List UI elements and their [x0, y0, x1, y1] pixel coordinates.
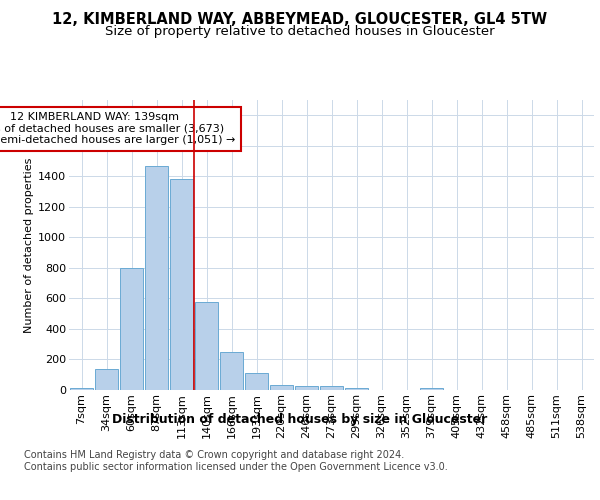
- Text: Size of property relative to detached houses in Gloucester: Size of property relative to detached ho…: [105, 25, 495, 38]
- Bar: [70, 388, 94, 390]
- Text: 12 KIMBERLAND WAY: 139sqm
← 77% of detached houses are smaller (3,673)
22% of se: 12 KIMBERLAND WAY: 139sqm ← 77% of detac…: [0, 112, 236, 146]
- Bar: [419, 388, 443, 390]
- Bar: [119, 268, 143, 390]
- Bar: [220, 352, 244, 390]
- Text: Contains HM Land Registry data © Crown copyright and database right 2024.
Contai: Contains HM Land Registry data © Crown c…: [24, 450, 448, 471]
- Bar: [95, 370, 118, 390]
- Bar: [320, 386, 343, 390]
- Text: 12, KIMBERLAND WAY, ABBEYMEAD, GLOUCESTER, GL4 5TW: 12, KIMBERLAND WAY, ABBEYMEAD, GLOUCESTE…: [52, 12, 548, 28]
- Bar: [269, 384, 293, 390]
- Bar: [145, 166, 169, 390]
- Bar: [295, 386, 319, 390]
- Y-axis label: Number of detached properties: Number of detached properties: [24, 158, 34, 332]
- Bar: [170, 180, 193, 390]
- Bar: [245, 373, 268, 390]
- Text: Distribution of detached houses by size in Gloucester: Distribution of detached houses by size …: [112, 412, 488, 426]
- Bar: [194, 302, 218, 390]
- Bar: [344, 388, 368, 390]
